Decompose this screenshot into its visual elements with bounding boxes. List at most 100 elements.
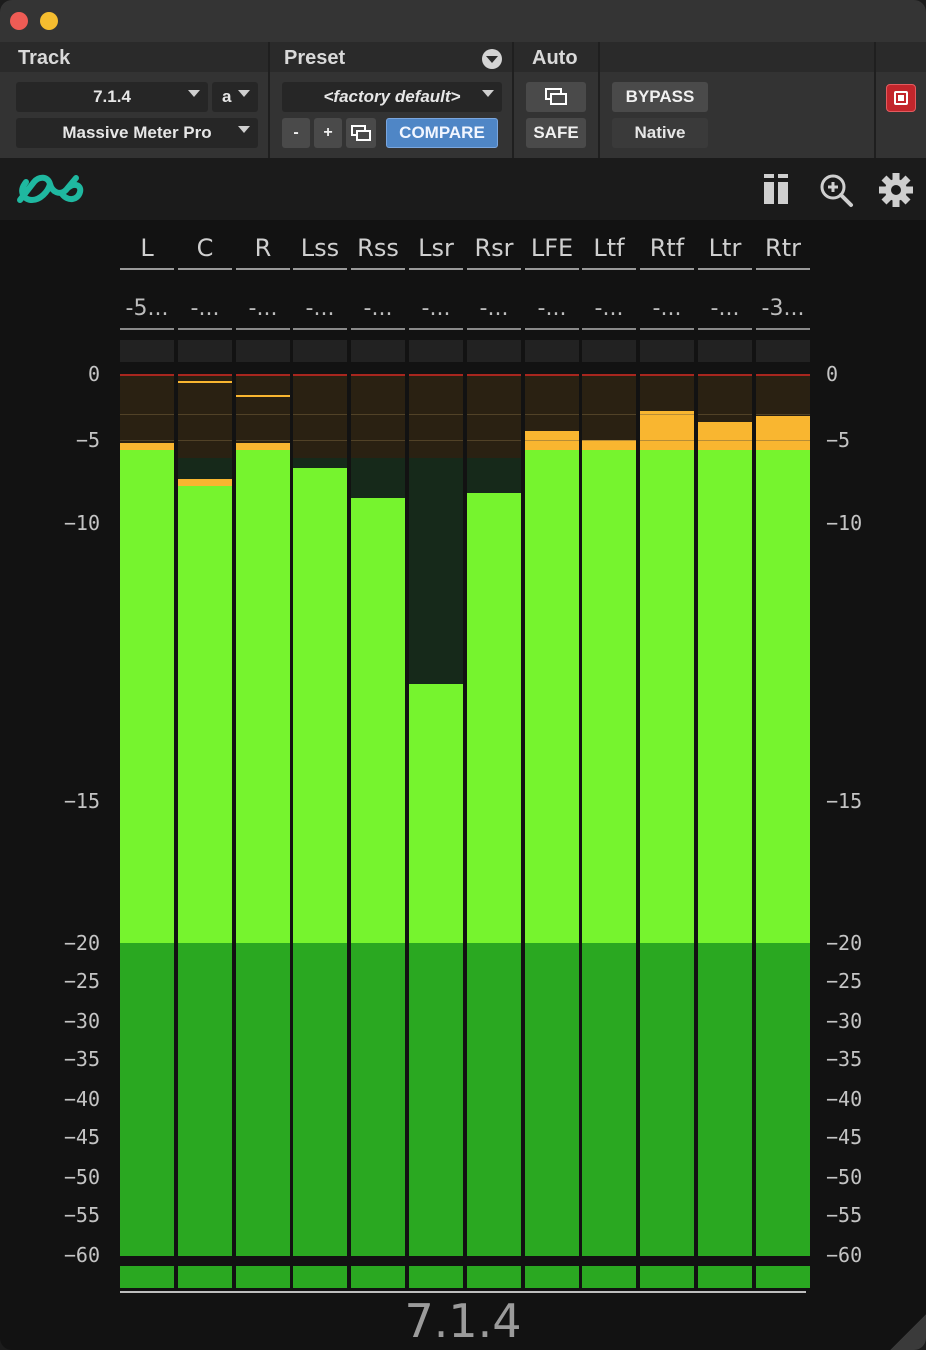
clip-indicator[interactable]	[698, 340, 752, 362]
copy-icon	[351, 125, 371, 141]
meter-level-bar	[467, 493, 521, 943]
channel-peak-readout[interactable]: -...	[190, 296, 220, 321]
meter-level-bar	[351, 498, 405, 943]
format-divider	[120, 1291, 806, 1293]
channel-peak-readout[interactable]: -...	[363, 296, 393, 321]
scale-tick-label: −25	[826, 969, 863, 993]
channel-peak-readout[interactable]: -...	[305, 296, 335, 321]
clip-indicator[interactable]	[120, 340, 174, 362]
meter-level-bar	[756, 449, 810, 943]
channel-peak-readout[interactable]: -...	[710, 296, 740, 321]
channel-label-underline	[120, 268, 174, 270]
close-window-button[interactable]	[10, 12, 28, 30]
zoom-in-icon[interactable]	[818, 172, 854, 208]
scale-tick-label: −30	[63, 1009, 100, 1033]
channel-peak-readout[interactable]: -...	[537, 296, 567, 321]
peak-readout-underline	[351, 328, 405, 330]
clip-indicator[interactable]	[582, 340, 636, 362]
peak-hold-segment	[698, 421, 752, 450]
next-preset-button[interactable]: +	[314, 118, 342, 148]
clip-indicator[interactable]	[351, 340, 405, 362]
channel-peak-readout[interactable]: -...	[652, 296, 682, 321]
headroom-gridline	[409, 413, 463, 415]
preset-select[interactable]: <factory default>	[282, 82, 502, 112]
meter-floor-indicator	[756, 1266, 810, 1288]
channel-peak-readout[interactable]: -...	[421, 296, 451, 321]
clip-indicator[interactable]	[640, 340, 694, 362]
meter-floor-indicator	[351, 1266, 405, 1288]
headroom-gridline	[582, 440, 636, 441]
meter-low-zone	[698, 943, 752, 1256]
meter-level-bar	[120, 449, 174, 943]
layout-columns-icon[interactable]	[760, 172, 792, 206]
meter-level-bar	[236, 449, 290, 943]
minimize-window-button[interactable]	[40, 12, 58, 30]
previous-preset-button[interactable]: -	[282, 118, 310, 148]
meter-level-bar	[178, 486, 232, 943]
preset-select-value: <factory default>	[323, 87, 461, 106]
headroom-gridline	[640, 413, 694, 415]
clip-indicator[interactable]	[293, 340, 347, 362]
safe-button[interactable]: SAFE	[526, 118, 586, 148]
zero-db-line	[756, 374, 810, 376]
track-variant-select[interactable]: a	[212, 82, 258, 112]
peak-readout-underline	[236, 328, 290, 330]
meter-low-zone	[120, 943, 174, 1256]
peak-hold-segment	[120, 443, 174, 450]
clip-indicator[interactable]	[756, 340, 810, 362]
channel-peak-readout[interactable]: -5...	[125, 296, 169, 321]
clip-indicator[interactable]	[467, 340, 521, 362]
track-output-button[interactable]	[886, 84, 916, 112]
peak-hold-segment	[640, 410, 694, 450]
headroom-gridline	[756, 440, 810, 441]
meter-low-zone	[467, 943, 521, 1256]
scale-tick-label: −20	[63, 931, 100, 955]
headroom-gridline	[756, 413, 810, 415]
chevron-down-icon	[188, 90, 200, 97]
meter-floor-indicator	[409, 1266, 463, 1288]
clip-indicator[interactable]	[178, 340, 232, 362]
meter-low-zone	[525, 943, 579, 1256]
scale-tick-label: −10	[826, 511, 863, 535]
channel-peak-readout[interactable]: -...	[248, 296, 278, 321]
clip-indicator[interactable]	[409, 340, 463, 362]
channel-peak-readout[interactable]: -...	[594, 296, 624, 321]
meter-level-bar	[293, 468, 347, 943]
peak-readout-underline	[698, 328, 752, 330]
channel-label: Ltf	[593, 234, 625, 262]
preset-menu-button[interactable]	[482, 49, 502, 69]
clip-indicator[interactable]	[236, 340, 290, 362]
track-select[interactable]: 7.1.4	[16, 82, 208, 112]
channel-label: L	[140, 234, 154, 262]
compare-button[interactable]: COMPARE	[386, 118, 498, 148]
clip-indicator[interactable]	[525, 340, 579, 362]
automation-button[interactable]	[526, 82, 586, 112]
meter-low-zone	[293, 943, 347, 1256]
peak-hold-segment	[756, 416, 810, 450]
bypass-button[interactable]: BYPASS	[612, 82, 708, 112]
scale-tick-label: −45	[63, 1125, 100, 1149]
scale-tick-label: −50	[63, 1165, 100, 1189]
zero-db-line	[698, 374, 752, 376]
meter-floor-indicator	[698, 1266, 752, 1288]
headroom-gridline	[467, 413, 521, 415]
zero-db-line	[467, 374, 521, 376]
scale-tick-label: −55	[826, 1203, 863, 1227]
scale-tick-label: −55	[63, 1203, 100, 1227]
channel-peak-readout[interactable]: -...	[479, 296, 509, 321]
channel-label: Lsr	[418, 234, 454, 262]
resize-handle[interactable]	[890, 1314, 926, 1350]
meter-low-zone	[582, 943, 636, 1256]
channel-label-underline	[698, 268, 752, 270]
scale-tick-label: −60	[826, 1243, 863, 1267]
copy-settings-button[interactable]	[346, 118, 376, 148]
peak-hold-segment	[582, 440, 636, 450]
scale-tick-label: 0	[87, 362, 100, 386]
gear-icon[interactable]	[878, 172, 914, 208]
channel-label: Lss	[300, 234, 340, 262]
headroom-gridline	[640, 440, 694, 441]
channel-peak-readout[interactable]: -3...	[761, 296, 805, 321]
headroom-gridline	[525, 413, 579, 415]
native-button[interactable]: Native	[612, 118, 708, 148]
plugin-select[interactable]: Massive Meter Pro	[16, 118, 258, 148]
